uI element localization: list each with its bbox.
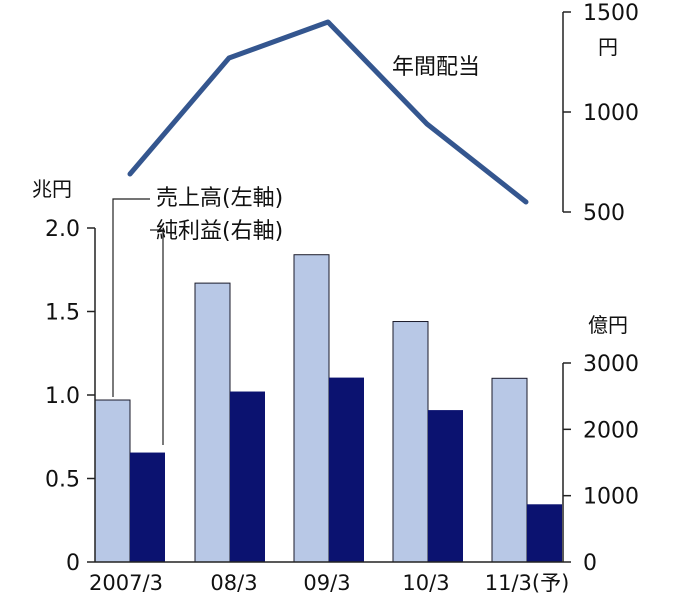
x-category-label: 2007/3 [89,571,163,595]
dividend-axis-tick-label: 500 [583,201,625,226]
dividend-line [127,19,529,205]
left-axis-tick-label: 0.5 [45,468,80,493]
left-axis-unit: 兆円 [32,177,72,201]
sales-bar [293,254,330,563]
profit-legend-label: 純利益(右軸) [156,219,283,244]
sales-bar [392,321,429,563]
dividend-series-label: 年間配当 [392,55,480,80]
profit-bar [130,452,165,562]
left-axis-tick-label: 1.5 [45,301,80,326]
sales-bar [194,282,231,563]
profit-bar [527,504,562,562]
left-axis-tick-label: 0 [66,551,80,576]
right-axis-tick-label: 2000 [583,418,639,443]
axes-layer [87,11,571,563]
x-category-label: 09/3 [303,571,350,595]
bars-layer [94,254,562,563]
x-category-label: 11/3(予) [485,571,570,595]
x-category-label: 08/3 [210,571,257,595]
dividend-axis-tick-label: 1000 [583,101,639,126]
right-axis-tick-label: 3000 [583,352,639,377]
dividend-axis-unit: 円 [598,35,618,59]
sales-bar [94,399,131,563]
x-category-label: 10/3 [402,571,449,595]
dividend-axis-tick-label: 1500 [583,1,639,26]
dividend-line-layer [127,19,529,205]
profit-leader-line [150,229,164,445]
sales-leader-line [112,198,150,397]
right-axis-tick-label: 1000 [583,485,639,510]
sales-legend-label: 売上高(左軸) [156,186,283,211]
profit-bar [329,377,364,562]
labels-layer: 0 0.5 1.0 1.5 2.0 兆円 0 1000 2000 3000 億円 500 1000 150… [32,1,639,595]
sales-bar [491,377,528,563]
right-axis-unit: 億円 [588,313,628,337]
left-axis-tick-label: 1.0 [45,384,80,409]
profit-bar [428,410,463,562]
right-axis-tick-label: 0 [583,551,597,576]
left-axis-tick-label: 2.0 [45,217,80,242]
profit-bar [230,391,265,562]
